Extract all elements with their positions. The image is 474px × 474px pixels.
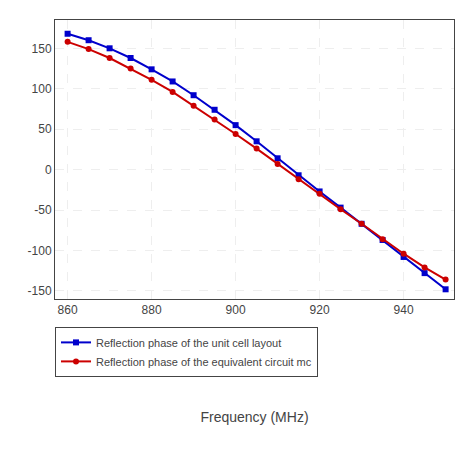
svg-text:Reflection phase of the unit c: Reflection phase of the unit cell layout [96, 337, 281, 349]
svg-text:940: 940 [394, 303, 414, 317]
svg-text:900: 900 [226, 303, 246, 317]
svg-text:0: 0 [45, 163, 52, 177]
svg-text:860: 860 [58, 303, 78, 317]
svg-text:Reflection phase of the equiva: Reflection phase of the equivalent circu… [96, 356, 312, 368]
svg-text:Frequency (MHz): Frequency (MHz) [200, 409, 308, 425]
svg-text:-50: -50 [34, 203, 52, 217]
svg-text:-100: -100 [28, 244, 52, 258]
svg-text:-150: -150 [28, 284, 52, 298]
svg-text:880: 880 [142, 303, 162, 317]
svg-text:50: 50 [38, 122, 52, 136]
svg-text:100: 100 [32, 82, 52, 96]
svg-text:150: 150 [32, 42, 52, 56]
svg-text:920: 920 [310, 303, 330, 317]
